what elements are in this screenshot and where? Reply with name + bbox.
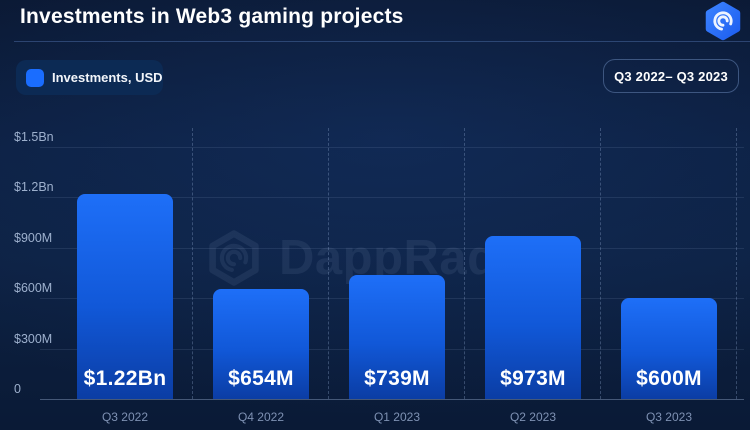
- page-title: Investments in Web3 gaming projects: [20, 5, 404, 28]
- watermark-hexagon-icon: [209, 230, 259, 286]
- dappradar-logo-icon: [705, 1, 741, 41]
- y-axis-tick-label: $900M: [14, 230, 53, 245]
- bar-value-label: $654M: [228, 367, 294, 390]
- category-separator-line: [464, 128, 465, 399]
- bar-value-label: $600M: [636, 367, 702, 390]
- bar-value-label: $1.22Bn: [83, 367, 167, 390]
- bar-q4-2022: $654M: [213, 289, 309, 399]
- bar-value-label: $973M: [500, 367, 566, 390]
- legend-label: Investments, USD: [52, 70, 163, 85]
- x-axis-category-label: Q2 2023: [509, 410, 557, 424]
- y-axis-tick-label: 0: [14, 382, 21, 396]
- y-gridline: [40, 399, 744, 400]
- bar-q1-2023: $739M: [349, 275, 445, 399]
- y-gridline: [40, 147, 744, 148]
- x-axis-category-label: Q3 2022: [101, 410, 149, 424]
- x-axis-category-label: Q1 2023: [373, 410, 421, 424]
- category-separator-line: [600, 128, 601, 399]
- y-axis-tick-label: $300M: [14, 331, 53, 346]
- legend: Investments, USD: [16, 60, 163, 95]
- bar-q2-2023: $973M: [485, 236, 581, 399]
- legend-swatch-icon: [26, 68, 44, 87]
- category-separator-line: [736, 128, 737, 399]
- category-separator-line: [192, 128, 193, 399]
- bar-q3-2022: $1.22Bn: [77, 194, 173, 399]
- x-axis-category-label: Q3 2023: [645, 410, 693, 424]
- y-axis-tick-label: $1.2Bn: [14, 180, 54, 195]
- y-gridline: [40, 247, 744, 249]
- x-axis-category-label: Q4 2022: [237, 410, 285, 424]
- date-range-badge: Q3 2022– Q3 2023: [603, 59, 739, 93]
- bar-value-label: $739M: [364, 367, 430, 390]
- bar-q3-2023: $600M: [621, 298, 717, 399]
- category-separator-line: [328, 128, 329, 399]
- header-divider: [14, 41, 750, 42]
- y-gridline: [40, 197, 744, 199]
- y-axis-tick-label: $600M: [14, 281, 53, 296]
- y-axis-tick-label: $1.5Bn: [14, 130, 54, 144]
